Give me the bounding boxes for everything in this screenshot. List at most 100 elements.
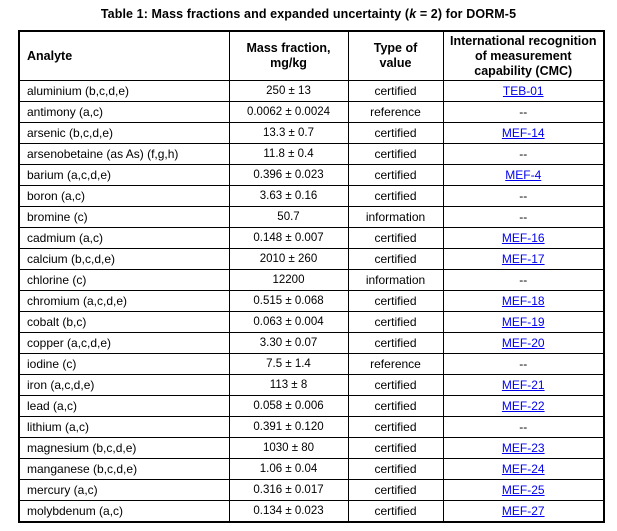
- type-of-value-cell: certified: [347, 185, 444, 208]
- type-of-value-cell: certified: [347, 437, 444, 460]
- cmc-link[interactable]: MEF-22: [501, 399, 545, 414]
- table-caption-k: k: [409, 7, 417, 21]
- type-of-value-cell: certified: [347, 143, 444, 166]
- mass-fraction-cell: 250 ± 13: [228, 80, 349, 103]
- cmc-link[interactable]: MEF-14: [501, 126, 545, 141]
- mass-fraction-cell: 1030 ± 80: [228, 437, 349, 460]
- analyte-cell: antimony (a,c): [18, 101, 230, 124]
- table-row: cobalt (b,c) 0.063 ± 0.004 certified MEF-19: [18, 311, 605, 334]
- cmc-cell: --: [442, 269, 605, 292]
- analyte-cell: magnesium (b,c,d,e): [18, 437, 230, 460]
- cmc-cell: MEF-16: [442, 227, 605, 250]
- table-row: copper (a,c,d,e) 3.30 ± 0.07 certified MEF-…: [18, 332, 605, 355]
- cmc-link[interactable]: MEF-19: [501, 315, 545, 330]
- table-row: magnesium (b,c,d,e) 1030 ± 80 certified MEF…: [18, 437, 605, 460]
- analyte-cell: boron (a,c): [18, 185, 230, 208]
- table-row: chlorine (c) 12200 information --: [18, 269, 605, 292]
- analyte-cell: manganese (b,c,d,e): [18, 458, 230, 481]
- table-caption-part2: = 2) for DORM-5: [416, 7, 517, 21]
- analyte-cell: cadmium (a,c): [18, 227, 230, 250]
- mass-fraction-cell: 2010 ± 260: [228, 248, 349, 271]
- mass-fraction-cell: 0.063 ± 0.004: [228, 311, 349, 334]
- analyte-cell: mercury (a,c): [18, 479, 230, 502]
- cmc-none-dash: --: [519, 273, 528, 288]
- table-row: aluminium (b,c,d,e) 250 ± 13 certified TEB-…: [18, 80, 605, 103]
- analyte-cell: molybdenum (a,c): [18, 500, 230, 523]
- table-caption-part1: Table 1: Mass fractions and expanded unc…: [100, 7, 410, 21]
- cmc-none-dash: --: [519, 105, 528, 120]
- analyte-cell: lithium (a,c): [18, 416, 230, 439]
- table-row: antimony (a,c) 0.0062 ± 0.0024 reference --: [18, 101, 605, 124]
- column-header-mass-fraction: Mass fraction, mg/kg: [228, 30, 349, 82]
- cmc-link[interactable]: MEF-23: [501, 441, 545, 456]
- type-of-value-cell: reference: [347, 101, 444, 124]
- type-of-value-cell: certified: [347, 80, 444, 103]
- table-row: cadmium (a,c) 0.148 ± 0.007 certified MEF-1…: [18, 227, 605, 250]
- mass-fraction-cell: 0.0062 ± 0.0024: [228, 101, 349, 124]
- cmc-link[interactable]: MEF-17: [501, 252, 545, 267]
- analyte-cell: lead (a,c): [18, 395, 230, 418]
- table-row: molybdenum (a,c) 0.134 ± 0.023 certified ME…: [18, 500, 605, 523]
- mass-fraction-cell: 0.316 ± 0.017: [228, 479, 349, 502]
- table-row: iron (a,c,d,e) 113 ± 8 certified MEF-21: [18, 374, 605, 397]
- table-row: manganese (b,c,d,e) 1.06 ± 0.04 certified M…: [18, 458, 605, 481]
- mass-fraction-cell: 3.63 ± 0.16: [228, 185, 349, 208]
- cmc-cell: MEF-17: [442, 248, 605, 271]
- mass-fraction-cell: 1.06 ± 0.04: [228, 458, 349, 481]
- type-of-value-cell: information: [347, 206, 444, 229]
- mass-fraction-cell: 0.148 ± 0.007: [228, 227, 349, 250]
- cmc-none-dash: --: [519, 420, 528, 435]
- table-row: arsenic (b,c,d,e) 13.3 ± 0.7 certified MEF-…: [18, 122, 605, 145]
- type-of-value-cell: reference: [347, 353, 444, 376]
- type-of-value-cell: certified: [347, 479, 444, 502]
- cmc-none-dash: --: [519, 357, 528, 372]
- column-header-analyte: Analyte: [18, 30, 230, 82]
- mass-fraction-cell: 13.3 ± 0.7: [228, 122, 349, 145]
- cmc-cell: MEF-23: [442, 437, 605, 460]
- analyte-cell: bromine (c): [18, 206, 230, 229]
- cmc-cell: --: [442, 101, 605, 124]
- mass-fractions-table: Analyte Mass fraction, mg/kg Type of val…: [18, 30, 605, 523]
- table-row: mercury (a,c) 0.316 ± 0.017 certified MEF-2…: [18, 479, 605, 502]
- mass-fraction-cell: 0.391 ± 0.120: [228, 416, 349, 439]
- cmc-none-dash: --: [519, 189, 528, 204]
- table-row: lithium (a,c) 0.391 ± 0.120 certified --: [18, 416, 605, 439]
- cmc-cell: --: [442, 185, 605, 208]
- mass-fraction-cell: 113 ± 8: [228, 374, 349, 397]
- cmc-link[interactable]: MEF-4: [505, 168, 542, 183]
- cmc-link[interactable]: MEF-20: [501, 336, 545, 351]
- header-row: Analyte Mass fraction, mg/kg Type of val…: [18, 30, 605, 82]
- table-body: aluminium (b,c,d,e) 250 ± 13 certified TEB-…: [18, 80, 605, 523]
- table-row: boron (a,c) 3.63 ± 0.16 certified --: [18, 185, 605, 208]
- type-of-value-cell: certified: [347, 374, 444, 397]
- cmc-none-dash: --: [519, 210, 528, 225]
- cmc-cell: TEB-01: [442, 80, 605, 103]
- cmc-link[interactable]: MEF-16: [501, 231, 545, 246]
- analyte-cell: iron (a,c,d,e): [18, 374, 230, 397]
- cmc-cell: MEF-22: [442, 395, 605, 418]
- type-of-value-cell: certified: [347, 311, 444, 334]
- cmc-link[interactable]: MEF-25: [501, 483, 545, 498]
- cmc-link[interactable]: TEB-01: [502, 84, 544, 99]
- cmc-link[interactable]: MEF-27: [501, 504, 545, 518]
- type-of-value-cell: certified: [347, 290, 444, 313]
- cmc-link[interactable]: MEF-21: [501, 378, 545, 393]
- type-of-value-cell: certified: [347, 248, 444, 271]
- analyte-cell: barium (a,c,d,e): [18, 164, 230, 187]
- mass-fraction-cell: 50.7: [228, 206, 349, 229]
- cmc-cell: MEF-19: [442, 311, 605, 334]
- analyte-cell: aluminium (b,c,d,e): [18, 80, 230, 103]
- cmc-cell: --: [442, 206, 605, 229]
- mass-fraction-cell: 3.30 ± 0.07: [228, 332, 349, 355]
- type-of-value-cell: certified: [347, 122, 444, 145]
- table-caption: Table 1: Mass fractions and expanded unc…: [0, 0, 617, 21]
- analyte-cell: copper (a,c,d,e): [18, 332, 230, 355]
- cmc-cell: MEF-20: [442, 332, 605, 355]
- mass-fraction-cell: 0.058 ± 0.006: [228, 395, 349, 418]
- cmc-link[interactable]: MEF-18: [501, 294, 545, 309]
- cmc-cell: MEF-27: [442, 500, 605, 523]
- cmc-link[interactable]: MEF-24: [501, 462, 545, 477]
- analyte-cell: chromium (a,c,d,e): [18, 290, 230, 313]
- analyte-cell: chlorine (c): [18, 269, 230, 292]
- cmc-cell: MEF-25: [442, 479, 605, 502]
